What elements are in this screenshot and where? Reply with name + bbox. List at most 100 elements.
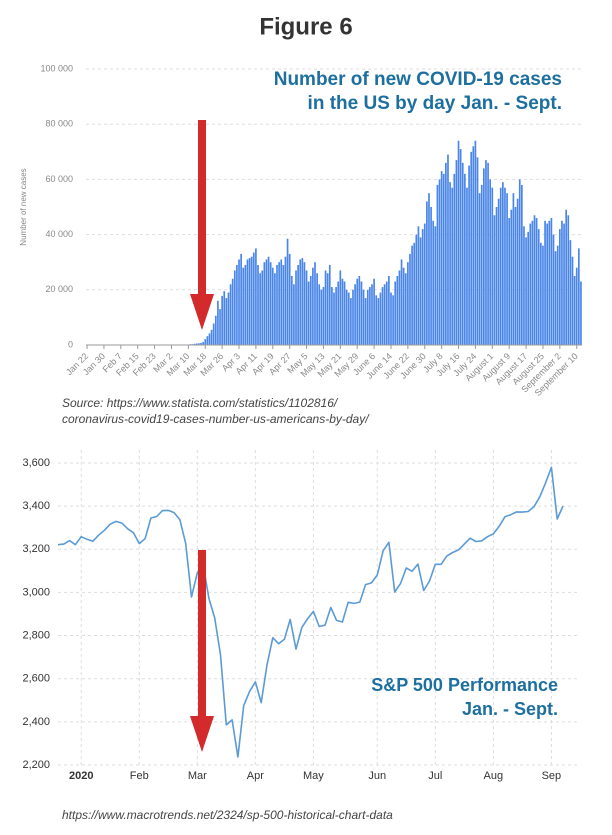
bar [202, 341, 204, 345]
bar [506, 193, 508, 345]
bar [504, 187, 506, 345]
bar [554, 251, 557, 345]
bar [455, 160, 458, 345]
bar [571, 256, 574, 345]
bar [354, 284, 356, 345]
bar [518, 179, 521, 345]
bar [531, 220, 534, 345]
arrow-head [190, 294, 214, 330]
figure-title: Figure 6 [259, 13, 352, 40]
bar [502, 182, 504, 345]
bar [478, 193, 481, 345]
x-tick-label: 2020 [69, 770, 93, 782]
bar [480, 184, 483, 345]
bar [297, 264, 299, 345]
bar [419, 237, 422, 345]
bar [257, 264, 259, 345]
bar [305, 270, 308, 345]
bar [364, 298, 367, 345]
bar [240, 253, 242, 345]
bar [242, 267, 245, 345]
bar [301, 258, 304, 345]
bar [375, 295, 378, 345]
bar [269, 262, 272, 345]
line [57, 466, 564, 758]
arrow-shaft [198, 550, 206, 720]
bar [426, 201, 428, 345]
bar [514, 207, 517, 345]
bar [265, 259, 268, 345]
bar [356, 278, 359, 345]
y-tick-label: 2,200 [22, 759, 50, 771]
bar [459, 149, 462, 345]
bar [331, 287, 333, 345]
source: https://www.macrotrends.net/2324/sp-500-… [62, 808, 393, 822]
bar [474, 140, 477, 345]
bar [577, 248, 580, 345]
bar [362, 289, 365, 345]
bar [535, 218, 538, 345]
bar [358, 276, 361, 345]
bar [352, 289, 354, 345]
bar [212, 323, 215, 345]
bar [263, 262, 266, 345]
bar [487, 162, 489, 345]
source: Source: https://www.statista.com/statist… [62, 396, 339, 410]
bar [208, 333, 211, 345]
bar [337, 281, 340, 345]
bar [470, 151, 473, 345]
bar [521, 184, 523, 345]
bar [533, 215, 536, 345]
bar [303, 262, 306, 345]
chart-annotation: S&P 500 Performance [371, 675, 558, 695]
bar [552, 234, 555, 345]
y-axis-title: Number of new cases [19, 168, 28, 245]
bar [495, 207, 498, 345]
bar [438, 179, 441, 345]
source: coronavirus-covid19-cases-number-us-amer… [62, 412, 370, 426]
bar [525, 237, 527, 345]
bar [573, 276, 576, 345]
bar [326, 273, 329, 345]
bar [432, 220, 435, 345]
bar [527, 231, 530, 345]
bar [293, 284, 295, 345]
bar [544, 220, 546, 345]
bar [491, 187, 494, 345]
bar [394, 281, 397, 345]
bar [221, 295, 223, 345]
bar [476, 157, 479, 345]
bar [360, 281, 363, 345]
bar [417, 226, 420, 345]
bar [404, 273, 407, 345]
bar [445, 162, 447, 345]
bar [489, 179, 492, 345]
bar [261, 270, 264, 345]
bar [309, 276, 312, 345]
bar [392, 295, 394, 345]
bar [233, 270, 236, 345]
bar [413, 242, 416, 345]
bar [411, 245, 413, 345]
arrow-shaft [198, 120, 206, 298]
bar [388, 276, 390, 345]
bar [523, 226, 525, 345]
chart-annotation: Jan. - Sept. [462, 699, 558, 719]
bar [390, 292, 392, 345]
bar [274, 273, 276, 345]
y-tick-label: 60 000 [45, 174, 73, 184]
bar [210, 329, 213, 345]
bar [278, 262, 280, 345]
bar [267, 256, 270, 345]
bar [451, 187, 454, 345]
bar [428, 193, 430, 345]
bar [373, 278, 375, 345]
bar [565, 209, 568, 345]
bar [195, 343, 198, 345]
x-tick-label: Sep [542, 770, 562, 782]
bar [434, 226, 437, 345]
bar [508, 218, 511, 345]
bar [227, 292, 230, 345]
bar [537, 229, 540, 345]
